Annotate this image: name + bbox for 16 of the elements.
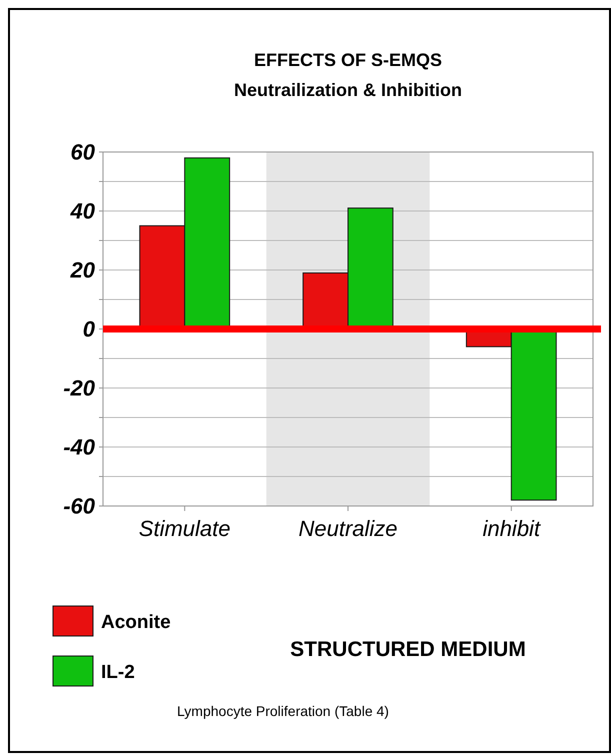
text: STRUCTURED MEDIUM <box>290 638 526 661</box>
y-tick-label: 60 <box>70 140 96 165</box>
x-tick-label: inhibit <box>482 516 541 541</box>
y-tick-label: 40 <box>70 198 96 224</box>
y-tick-label: -20 <box>63 376 96 401</box>
y-tick-label: 20 <box>70 258 96 283</box>
x-tick-label: Stimulate <box>138 516 231 541</box>
chart-subtitle: Neutrailization & Inhibition <box>234 80 462 100</box>
x-tick-label: Neutralize <box>298 516 398 541</box>
y-tick-label: -40 <box>63 434 96 460</box>
legend-label: IL-2 <box>101 662 135 683</box>
y-tick-label: -60 <box>63 494 96 519</box>
legend-label: Aconite <box>101 612 171 633</box>
chart-title: EFFECTS OF S-EMQS <box>254 50 442 70</box>
text: Lymphocyte Proliferation (Table 4) <box>177 703 389 719</box>
y-tick-label: 0 <box>82 316 96 342</box>
